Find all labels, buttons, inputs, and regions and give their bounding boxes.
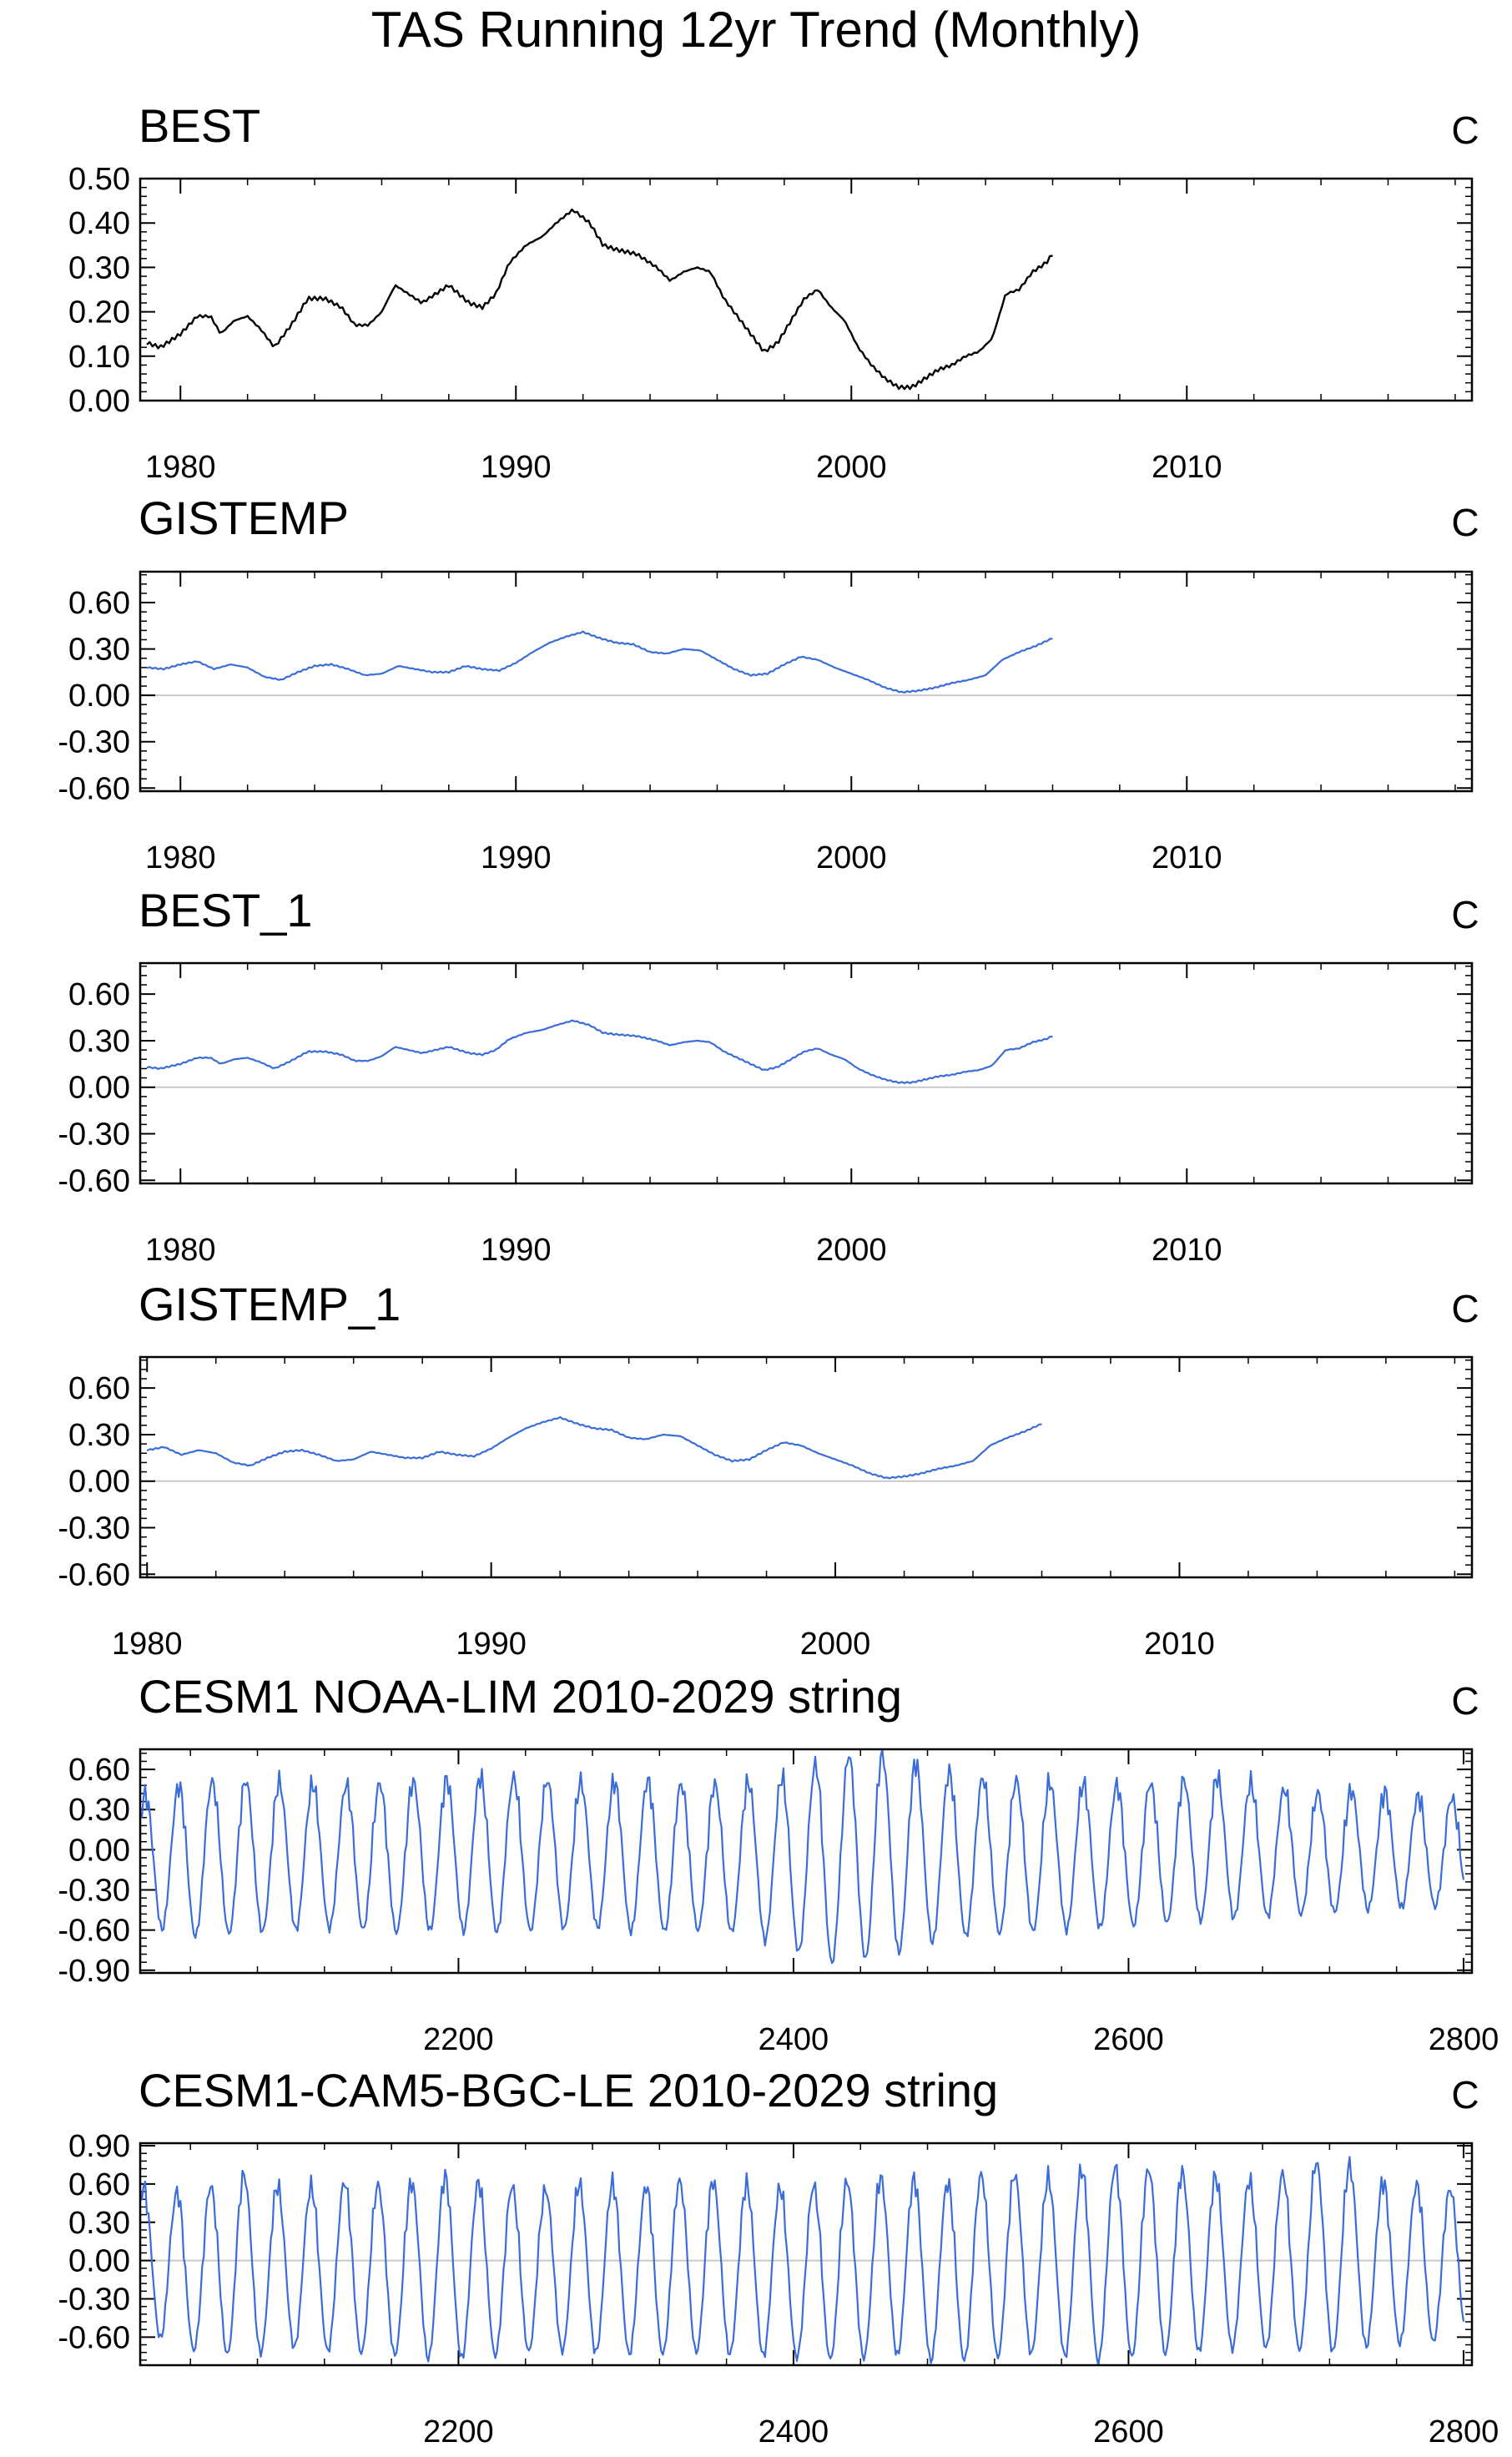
panel-title: BEST	[139, 99, 260, 152]
chart-panel-2: GISTEMP C -0.60 -0.30 0.00 0.30 0.60 1980 1990 20…	[58, 492, 1479, 875]
y-tick-label: 0.60	[68, 586, 130, 621]
x-tick-label: 2000	[816, 840, 887, 875]
chart-panel-6: CESM1-CAM5-BGC-LE 2010-2029 string C -0.60…	[58, 2064, 1499, 2449]
series-line	[146, 630, 1053, 694]
y-tick-label: 0.00	[68, 1071, 130, 1106]
y-tick-label: -0.30	[58, 725, 130, 760]
x-tick-label: 2000	[816, 1233, 887, 1268]
series-line	[140, 2156, 1465, 2365]
y-tick-label: 0.00	[68, 1833, 130, 1868]
y-tick-label: -0.60	[58, 1163, 130, 1198]
figure-title: TAS Running 12yr Trend (Monthly)	[371, 2, 1142, 58]
x-tick-label: 2010	[1152, 840, 1222, 875]
panel-title: GISTEMP	[139, 492, 349, 544]
series-line	[146, 1415, 1042, 1480]
series-line	[146, 1019, 1053, 1085]
y-tick-label: 0.60	[68, 1753, 130, 1788]
chart-panel-5: CESM1 NOAA-LIM 2010-2029 string C -0.90 -0.…	[58, 1670, 1499, 2057]
y-tick-label: -0.30	[58, 1511, 130, 1546]
y-tick-label: -0.60	[58, 771, 130, 806]
y-tick-label: 0.30	[68, 633, 130, 668]
y-tick-label: 0.00	[68, 679, 130, 714]
y-tick-label: -0.60	[58, 1557, 130, 1592]
y-tick-label: 0.90	[68, 2129, 130, 2164]
plot-frame	[139, 1748, 1474, 1975]
x-tick-label: 2000	[816, 450, 887, 485]
unit-label: C	[1451, 2073, 1479, 2116]
x-tick-label: 2010	[1152, 1233, 1222, 1268]
plot-frame	[139, 961, 1474, 1185]
x-tick-label: 2800	[1429, 2414, 1499, 2449]
y-tick-label: 0.60	[68, 1371, 130, 1406]
y-tick-label: -0.60	[58, 1914, 130, 1949]
chart-panel-4: GISTEMP_1 C -0.60 -0.30 0.00 0.30 0.60 1980 1990…	[58, 1278, 1479, 1662]
x-tick-label: 2600	[1093, 2022, 1164, 2057]
x-tick-label: 2000	[800, 1627, 871, 1662]
x-tick-label: 2800	[1429, 2022, 1499, 2057]
unit-label: C	[1451, 501, 1479, 544]
y-tick-label: 0.50	[68, 162, 130, 197]
unit-label: C	[1451, 1679, 1479, 1723]
y-tick-label: -0.30	[58, 1874, 130, 1909]
y-tick-label: 0.60	[68, 2167, 130, 2202]
x-tick-label: 1980	[112, 1627, 183, 1662]
plot-frame	[139, 1355, 1474, 1579]
y-tick-label: 0.30	[68, 250, 130, 285]
y-tick-label: 0.40	[68, 206, 130, 241]
panel-title: CESM1-CAM5-BGC-LE 2010-2029 string	[139, 2064, 998, 2116]
x-tick-label: 1990	[481, 450, 552, 485]
x-tick-label: 1990	[481, 1233, 552, 1268]
x-tick-label: 1990	[456, 1627, 527, 1662]
y-tick-label: -0.90	[58, 1954, 130, 1989]
plot-frame	[139, 2142, 1474, 2367]
unit-label: C	[1451, 1287, 1479, 1330]
y-tick-label: 0.30	[68, 1024, 130, 1059]
y-tick-label: 0.30	[68, 2206, 130, 2241]
panel-title: GISTEMP_1	[139, 1278, 401, 1330]
x-tick-label: 2400	[759, 2022, 829, 2057]
x-tick-label: 2010	[1152, 450, 1222, 485]
unit-label: C	[1451, 108, 1479, 152]
y-tick-label: 0.20	[68, 295, 130, 330]
series-line	[140, 1749, 1465, 1965]
x-tick-label: 2400	[759, 2414, 829, 2449]
y-tick-label: -0.60	[58, 2320, 130, 2355]
y-tick-label: 0.00	[68, 384, 130, 419]
y-tick-label: 0.60	[68, 977, 130, 1012]
plot-frame	[139, 570, 1474, 793]
panel-title: BEST_1	[139, 884, 313, 936]
y-tick-label: 0.00	[68, 2244, 130, 2279]
x-tick-label: 1990	[481, 840, 552, 875]
unit-label: C	[1451, 893, 1479, 936]
chart-panel-1: BEST C 0.00 0.10 0.20 0.30 0.40 0.50 1980 1990 200…	[68, 99, 1479, 485]
panels: BEST C 0.00 0.10 0.20 0.30 0.40 0.50 1980 1990 200…	[58, 99, 1499, 2449]
y-tick-label: 0.30	[68, 1418, 130, 1453]
x-tick-label: 2200	[423, 2022, 494, 2057]
x-tick-label: 1980	[145, 1233, 216, 1268]
y-tick-label: 0.10	[68, 340, 130, 375]
x-tick-label: 2600	[1093, 2414, 1164, 2449]
chart-panel-3: BEST_1 C -0.60 -0.30 0.00 0.30 0.60 1980 1990 200…	[58, 884, 1479, 1268]
y-tick-label: -0.30	[58, 1118, 130, 1153]
x-tick-label: 1980	[145, 840, 216, 875]
y-tick-label: 0.00	[68, 1465, 130, 1500]
x-tick-label: 2200	[423, 2414, 494, 2449]
panel-title: CESM1 NOAA-LIM 2010-2029 string	[139, 1670, 902, 1723]
x-tick-label: 1980	[145, 450, 216, 485]
x-tick-label: 2010	[1144, 1627, 1215, 1662]
series-line	[146, 208, 1053, 391]
plot-frame	[139, 177, 1474, 402]
y-tick-label: -0.30	[58, 2283, 130, 2318]
y-tick-label: 0.30	[68, 1793, 130, 1828]
